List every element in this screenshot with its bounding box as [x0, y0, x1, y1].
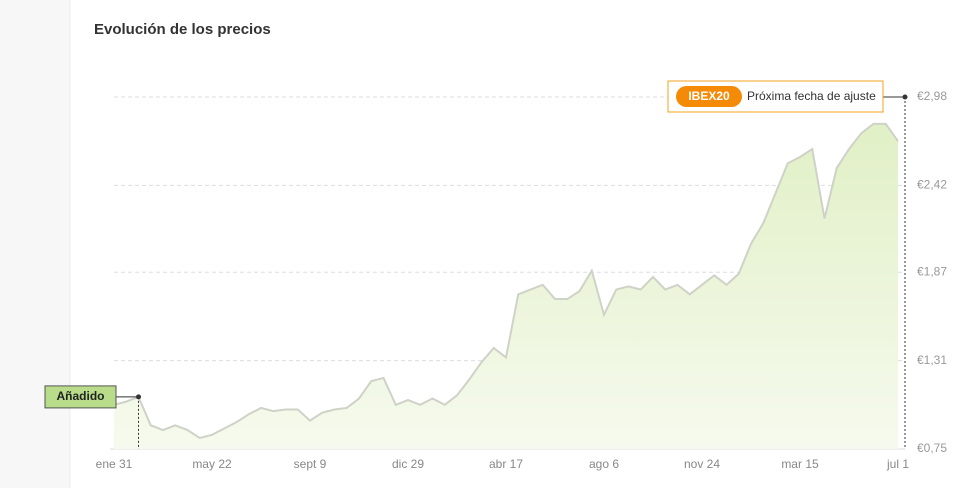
chart-title: Evolución de los precios: [94, 21, 271, 38]
sidebar: [0, 0, 70, 488]
x-tick-label: dic 29: [392, 457, 424, 471]
plot: €0,75 €1,31 €1,87 €2,42 €2,98 ene 31 may 22 sep…: [44, 80, 947, 471]
y-tick-label: €1,31: [917, 353, 947, 367]
x-tick-label: may 22: [192, 457, 232, 471]
x-tick-label: jul 1: [886, 457, 909, 471]
x-tick-label: abr 17: [489, 457, 523, 471]
area: [114, 123, 898, 450]
added-box: [44, 385, 117, 409]
badge: [676, 86, 742, 107]
x-tick-label: ene 31: [96, 457, 133, 471]
y-tick-label: €1,87: [917, 264, 947, 278]
x-tick-label: nov 24: [684, 457, 720, 471]
x-tick-label: sept 9: [294, 457, 327, 471]
y-tick-label: €2,42: [917, 178, 947, 192]
x-tick-label: mar 15: [781, 457, 819, 471]
added-dot: [136, 394, 141, 400]
added-label: Añadido: [57, 389, 105, 403]
y-tick-label: €0,75: [917, 441, 947, 455]
next-dot: [902, 94, 908, 100]
badge-label: IBEX20: [688, 89, 730, 103]
line: [113, 122, 899, 440]
next-label: Próxima fecha de ajuste: [747, 89, 876, 103]
y-tick-label: €2,98: [917, 89, 947, 103]
x-tick-label: ago 6: [589, 457, 619, 471]
